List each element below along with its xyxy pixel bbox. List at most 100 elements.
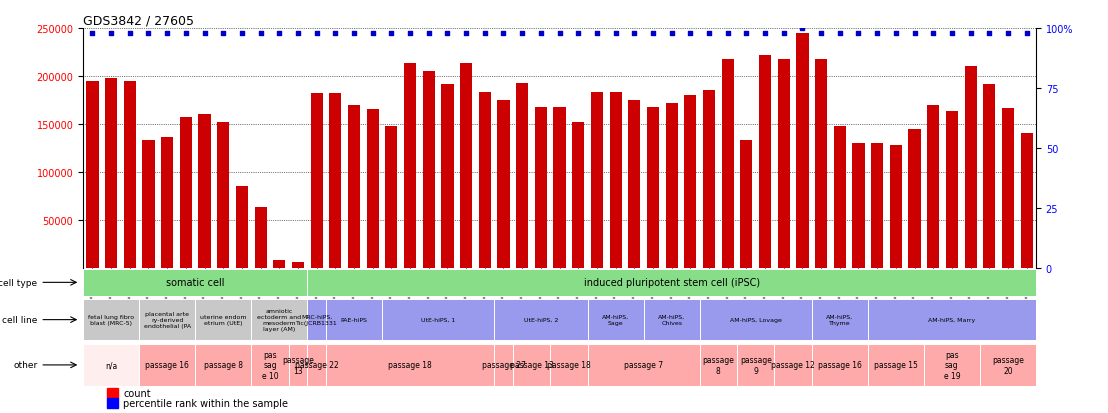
Text: placental arte
ry-derived
endothelial (PA: placental arte ry-derived endothelial (P… xyxy=(144,311,191,328)
Text: amniotic
ectoderm and
mesoderm
layer (AM): amniotic ectoderm and mesoderm layer (AM… xyxy=(257,309,301,331)
Text: passage 15: passage 15 xyxy=(874,361,917,370)
Bar xyxy=(252,344,288,386)
Point xyxy=(270,31,288,37)
Bar xyxy=(441,84,453,268)
Text: AM-hiPS, Lovage: AM-hiPS, Lovage xyxy=(730,317,781,323)
Text: UtE-hiPS, 2: UtE-hiPS, 2 xyxy=(524,317,558,323)
Text: MRC-hiPS,
Tic(JCRB1331: MRC-hiPS, Tic(JCRB1331 xyxy=(296,314,338,325)
Text: PAE-hiPS: PAE-hiPS xyxy=(340,317,368,323)
Bar xyxy=(310,94,322,268)
Bar xyxy=(479,93,491,268)
Bar xyxy=(198,115,211,268)
Bar xyxy=(494,344,513,386)
Bar xyxy=(236,187,248,268)
Bar xyxy=(685,96,697,268)
Point xyxy=(681,31,699,37)
Bar xyxy=(797,34,809,268)
Bar xyxy=(644,299,699,341)
Bar xyxy=(348,105,360,268)
Point xyxy=(308,31,326,37)
Text: fetal lung fibro
blast (MRC-5): fetal lung fibro blast (MRC-5) xyxy=(88,314,134,325)
Bar xyxy=(909,129,921,268)
Text: passage 16: passage 16 xyxy=(145,361,189,370)
Point xyxy=(756,31,773,37)
Text: passage 18: passage 18 xyxy=(388,361,432,370)
Bar xyxy=(774,344,812,386)
Bar xyxy=(554,107,565,268)
Point xyxy=(588,31,606,37)
Bar xyxy=(572,123,584,268)
Bar xyxy=(140,299,195,341)
Text: passage
9: passage 9 xyxy=(740,355,771,375)
Text: passage
8: passage 8 xyxy=(702,355,735,375)
Bar xyxy=(83,269,307,296)
Bar xyxy=(326,344,494,386)
Point xyxy=(121,31,138,37)
Point xyxy=(700,31,718,37)
Point xyxy=(719,31,737,37)
Bar xyxy=(179,118,192,268)
Point xyxy=(439,31,456,37)
Bar xyxy=(513,344,551,386)
Point xyxy=(663,31,680,37)
Bar xyxy=(587,299,644,341)
Bar xyxy=(460,64,472,268)
Bar xyxy=(609,93,622,268)
Bar xyxy=(217,123,229,268)
Bar xyxy=(964,67,976,268)
Text: passage 13: passage 13 xyxy=(510,361,554,370)
Bar xyxy=(591,93,603,268)
Point xyxy=(831,31,849,37)
Bar xyxy=(759,56,771,268)
Text: passage
13: passage 13 xyxy=(283,355,314,375)
Bar xyxy=(868,344,924,386)
Bar xyxy=(106,398,119,408)
Point xyxy=(850,31,868,37)
Bar xyxy=(740,141,752,268)
Bar xyxy=(386,126,398,268)
Text: AM-hiPS,
Sage: AM-hiPS, Sage xyxy=(602,314,629,325)
Text: cell line: cell line xyxy=(2,316,38,324)
Bar xyxy=(628,101,640,268)
Bar xyxy=(83,299,140,341)
Bar xyxy=(516,83,529,268)
Bar xyxy=(382,299,494,341)
Bar xyxy=(252,299,307,341)
Point xyxy=(532,31,550,37)
Point xyxy=(476,31,494,37)
Text: passage 12: passage 12 xyxy=(771,361,815,370)
Bar xyxy=(494,299,587,341)
Bar xyxy=(326,299,382,341)
Point xyxy=(905,31,923,37)
Bar xyxy=(721,59,733,268)
Text: somatic cell: somatic cell xyxy=(166,278,225,287)
Text: passage
20: passage 20 xyxy=(992,355,1024,375)
Text: passage 27: passage 27 xyxy=(482,361,525,370)
Bar xyxy=(255,208,267,268)
Point xyxy=(289,31,307,37)
Bar xyxy=(983,84,995,268)
Point xyxy=(327,31,345,37)
Bar xyxy=(105,78,117,268)
Bar xyxy=(979,344,1036,386)
Bar xyxy=(833,126,845,268)
Bar xyxy=(647,107,659,268)
Bar xyxy=(274,260,286,268)
Point xyxy=(570,31,587,37)
Point xyxy=(607,31,625,37)
Bar xyxy=(927,105,940,268)
Point xyxy=(177,31,195,37)
Point xyxy=(774,31,792,37)
Bar xyxy=(737,344,774,386)
Bar xyxy=(778,59,790,268)
Text: uterine endom
etrium (UtE): uterine endom etrium (UtE) xyxy=(199,314,246,325)
Point xyxy=(140,31,157,37)
Point xyxy=(363,31,381,37)
Bar xyxy=(367,110,379,268)
Bar xyxy=(288,344,307,386)
Text: passage 7: passage 7 xyxy=(624,361,664,370)
Point xyxy=(644,31,661,37)
Bar xyxy=(812,299,868,341)
Point xyxy=(1018,31,1036,37)
Bar xyxy=(587,344,699,386)
